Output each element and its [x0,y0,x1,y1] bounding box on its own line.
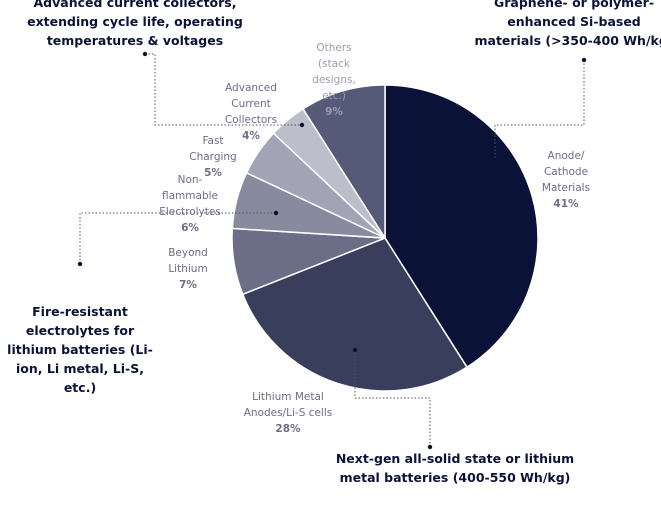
pie-slice [384,84,539,369]
slice-label: Lithium Metal Anodes/Li-S cells 28% [243,389,333,437]
slice-name: Fast Charging [189,135,237,163]
connector-dot [142,51,148,57]
annotation: Next-gen all-solid state or lithium meta… [335,451,575,485]
connector-dot [352,347,358,353]
slice-name: Anode/ Cathode Materials [541,150,591,194]
pie-slice [301,84,386,241]
slice-label: Others (stack designs, etc.) 9% [304,40,364,120]
slice-label: Fast Charging 5% [183,133,243,181]
pie-slice [241,237,469,392]
slice-label: Beyond Lithium 7% [158,245,218,293]
slice-percent: 28% [275,423,301,435]
connector-dot [273,210,279,216]
slice-label: Advanced Current Collectors 4% [216,80,286,144]
slice-label: Non-flammable Electrolytes 6% [150,172,230,236]
connector [145,53,302,126]
slice-percent: 5% [204,167,222,179]
slice-percent: 41% [553,198,579,210]
annotation: Advanced current collectors, extending c… [27,0,243,48]
connector-dot [299,122,305,128]
connector [354,350,431,447]
connector-dot [581,57,587,63]
slice-name: Non-flammable Electrolytes [159,174,221,218]
annotation: Graphene- or polymer-enhanced Si-based m… [474,0,661,48]
slice-percent: 6% [181,222,199,234]
slice-label: Anode/ Cathode Materials 41% [535,148,597,212]
slice-percent: 9% [325,106,343,118]
slice-name: Advanced Current Collectors [224,82,278,126]
annotation: Fire-resistant electrolytes for lithium … [7,304,153,395]
slice-name: Beyond Lithium [168,247,208,275]
connector-dot [77,261,83,267]
slice-percent: 7% [179,279,197,291]
connector-dot [427,444,433,450]
slice-name: Others (stack designs, etc.) [312,42,356,102]
connector-dot [492,157,498,163]
slice-percent: 4% [242,130,260,142]
slice-name: Lithium Metal Anodes/Li-S cells [243,391,333,419]
connector [494,60,585,160]
